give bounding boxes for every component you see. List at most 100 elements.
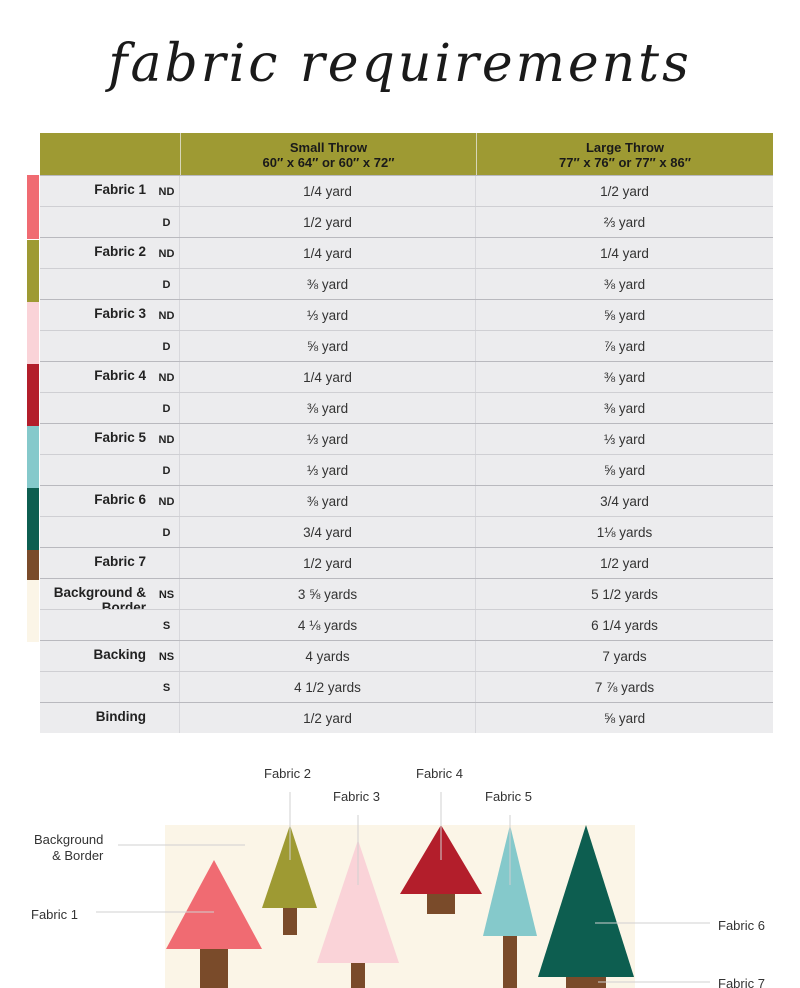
table-row: Fabric 2 ND 1/4 yard 1/4 yard [40, 237, 773, 268]
large-throw-value: 7 yards [602, 649, 647, 664]
table-row: Fabric 3 ND ⅓ yard ⅝ yard [40, 299, 773, 330]
small-throw-value: 1/2 yard [180, 207, 476, 237]
large-throw-value: ⅝ yard [603, 711, 646, 726]
large-throw-value: ⅝ yard [603, 463, 646, 478]
large-throw-value: ⅜ yard [603, 277, 646, 292]
label-fabric-5: Fabric 5 [485, 789, 532, 804]
row-variant: D [154, 269, 180, 299]
label-fabric-4: Fabric 4 [416, 766, 463, 781]
table-header: Small Throw 60″ x 64″ or 60″ x 72″ Large… [40, 133, 773, 175]
row-variant: S [154, 672, 180, 702]
trunk-4 [427, 894, 455, 914]
tree-quilt-illustration: Fabric 2 Fabric 3 Fabric 4 Fabric 5 Back… [0, 740, 800, 988]
small-throw-value: 4 ⅛ yards [180, 610, 476, 640]
table-row: Fabric 7 1/2 yard 1/2 yard [40, 547, 773, 578]
row-variant: D [154, 207, 180, 237]
row-label: Binding [95, 709, 146, 724]
row-label [40, 331, 154, 361]
row-variant: NS [154, 579, 180, 609]
fabric-requirements-table: Small Throw 60″ x 64″ or 60″ x 72″ Large… [40, 133, 773, 733]
row-variant: ND [154, 176, 180, 206]
table-row: Fabric 4 ND 1/4 yard ⅜ yard [40, 361, 773, 392]
row-variant: D [154, 517, 180, 547]
small-throw-value: 3 ⅝ yards [180, 579, 476, 609]
row-label [40, 269, 154, 299]
row-variant: ND [154, 424, 180, 454]
row-variant: ND [154, 238, 180, 268]
label-fabric-3: Fabric 3 [333, 789, 380, 804]
large-throw-value: ⅜ yard [603, 401, 646, 416]
trunk-1 [200, 949, 228, 988]
small-throw-value: ⅓ yard [180, 424, 476, 454]
small-throw-value: 1/4 yard [180, 238, 476, 268]
background-border-swatch [27, 580, 39, 642]
small-throw-value: 1/4 yard [180, 176, 476, 206]
quilt-diagram [96, 792, 710, 988]
row-label: Fabric 3 [94, 306, 146, 321]
trunk-5 [503, 936, 517, 988]
fabric-7-swatch [27, 550, 39, 580]
column-large-throw-name: Large Throw [585, 140, 664, 155]
small-throw-value: 3/4 yard [180, 517, 476, 547]
tree-fabric-1 [166, 860, 262, 949]
small-throw-value: 4 1/2 yards [180, 672, 476, 702]
table-row: Fabric 1 ND 1/4 yard 1/2 yard [40, 175, 773, 206]
label-fabric-6: Fabric 6 [718, 918, 765, 933]
trunk-2 [283, 908, 297, 935]
row-variant: ND [154, 362, 180, 392]
table-row: D 1/2 yard ⅔ yard [40, 206, 773, 237]
row-label: Background & Border [53, 585, 146, 615]
fabric-5-swatch [27, 426, 39, 488]
trunk-6 [566, 977, 606, 988]
large-throw-value: 1/4 yard [600, 246, 649, 261]
large-throw-value: ⅞ yard [603, 339, 646, 354]
small-throw-value: 1/4 yard [180, 362, 476, 392]
page-title: fabric requirements [108, 34, 692, 94]
large-throw-value: 1/2 yard [600, 184, 649, 199]
row-variant: NS [154, 641, 180, 671]
row-label: Fabric 5 [94, 430, 146, 445]
small-throw-value: ⅓ yard [180, 455, 476, 485]
small-throw-value: ⅜ yard [180, 269, 476, 299]
column-small-throw-name: Small Throw [289, 140, 368, 155]
row-variant: D [154, 393, 180, 423]
trunk-3 [351, 963, 365, 988]
table-row: D 3/4 yard 1⅛ yards [40, 516, 773, 547]
row-label: Fabric 4 [94, 368, 146, 383]
large-throw-value: 5 1/2 yards [591, 587, 658, 602]
label-fabric-7: Fabric 7 [718, 976, 765, 988]
fabric-4-swatch [27, 364, 39, 426]
tree-fabric-6 [538, 825, 634, 977]
large-throw-value: 1/2 yard [600, 556, 649, 571]
tree-fabric-2 [262, 825, 317, 908]
large-throw-value: 7 ⅞ yards [594, 680, 655, 695]
row-label [40, 672, 154, 702]
label-fabric-1: Fabric 1 [31, 907, 78, 922]
row-variant [154, 548, 180, 578]
table-row: Binding 1/2 yard ⅝ yard [40, 702, 773, 733]
small-throw-value: 1/2 yard [180, 703, 476, 733]
row-variant [154, 703, 180, 733]
fabric-6-swatch [27, 488, 39, 550]
row-label [40, 517, 154, 547]
row-variant: S [154, 610, 180, 640]
column-large-throw-size: 77″ x 76″ or 77″ x 86″ [559, 155, 691, 170]
table-row: Background & Border NS 3 ⅝ yards 5 1/2 yard… [40, 578, 773, 615]
row-variant: D [154, 331, 180, 361]
small-throw-value: ⅜ yard [180, 486, 476, 516]
column-large-throw: Large Throw 77″ x 76″ or 77″ x 86″ [476, 133, 773, 175]
row-label [40, 207, 154, 237]
large-throw-value: ⅝ yard [603, 308, 646, 323]
table-body: Fabric 1 ND 1/4 yard 1/2 yard D 1/2 yard ⅔ yar… [40, 175, 773, 733]
row-variant: ND [154, 486, 180, 516]
large-throw-value: 6 1/4 yards [591, 618, 658, 633]
large-throw-value: 3/4 yard [600, 494, 649, 509]
leader-lines [96, 792, 710, 983]
row-label: Fabric 7 [94, 554, 146, 569]
large-throw-value: 1⅛ yards [596, 525, 653, 540]
row-label: Fabric 2 [94, 244, 146, 259]
small-throw-value: ⅝ yard [180, 331, 476, 361]
row-label [40, 455, 154, 485]
